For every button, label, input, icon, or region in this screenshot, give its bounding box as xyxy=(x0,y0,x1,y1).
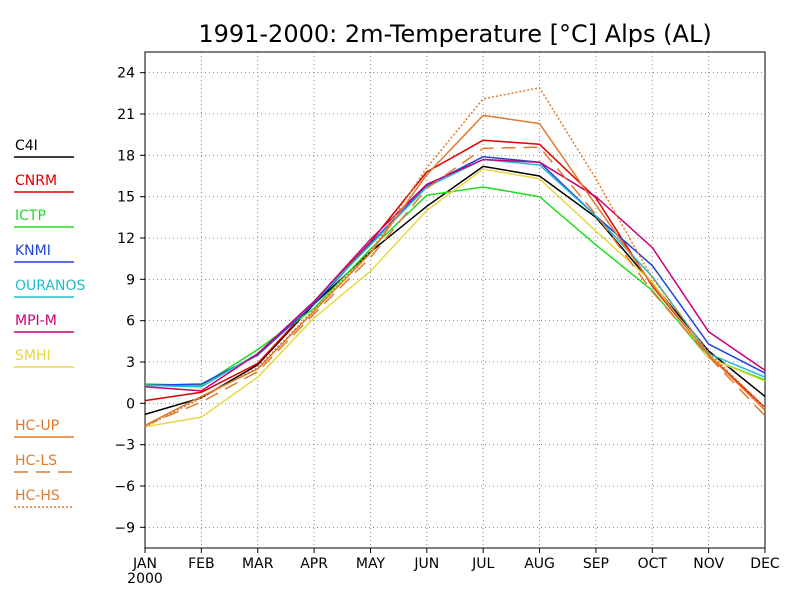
y-tick-label: 6 xyxy=(126,314,135,330)
x-tick-label: JUN xyxy=(413,556,439,572)
y-tick-label: 12 xyxy=(117,231,135,247)
y-tick-label: 18 xyxy=(117,148,135,164)
y-tick-label: −6 xyxy=(114,479,135,495)
legend: C4I CNRM ICTP KNMI OURANOS MPI-M SMHI HC-UP HC-L… xyxy=(14,138,85,508)
legend-label-cnrm: CNRM xyxy=(15,173,57,189)
x-tick-label: FEB xyxy=(188,556,215,572)
chart-title: 1991-2000: 2m-Temperature [°C] Alps (AL) xyxy=(198,20,711,48)
x-tick-label: JUL xyxy=(471,556,494,572)
y-tick-label: 9 xyxy=(126,272,135,288)
x-tick-label: APR xyxy=(300,556,328,572)
y-tick-label: 21 xyxy=(117,107,135,123)
x-tick-label: JAN xyxy=(132,556,157,572)
y-tick-label: 24 xyxy=(117,66,135,82)
y-axis: −9 −6 −3 0 3 6 9 12 15 18 21 24 xyxy=(114,66,145,536)
y-tick-label: 0 xyxy=(126,396,135,412)
legend-label-ouranos: OURANOS xyxy=(15,278,85,294)
legend-label-smhi: SMHI xyxy=(15,348,51,364)
y-tick-label: −3 xyxy=(114,438,135,454)
x-tick-label: AUG xyxy=(524,556,555,572)
x-year-label: 2000 xyxy=(127,571,163,587)
series-lines xyxy=(144,87,766,428)
series-line-ouranos xyxy=(144,158,766,388)
series-line-c4i xyxy=(144,165,766,416)
series-line-ictp xyxy=(144,186,766,387)
x-axis: JAN FEB MAR APR MAY JUN JUL AUG SEP OCT NOV DEC 2000 xyxy=(127,548,780,587)
series-line-mpi-m xyxy=(144,158,766,392)
x-tick-label: SEP xyxy=(583,556,609,572)
legend-label-hc-hs: HC-HS xyxy=(15,488,60,504)
y-tick-label: −9 xyxy=(114,520,135,536)
x-tick-label: MAR xyxy=(242,556,274,572)
legend-label-hc-up: HC-UP xyxy=(15,418,59,434)
grid-lines xyxy=(145,52,765,548)
series-line-hc-up xyxy=(144,114,766,427)
x-tick-label: DEC xyxy=(750,556,780,572)
plot-frame xyxy=(144,51,766,549)
x-tick-label: OCT xyxy=(638,556,668,572)
legend-label-mpi-m: MPI-M xyxy=(15,313,57,329)
y-tick-label: 3 xyxy=(126,355,135,371)
series-line-hc-hs xyxy=(144,87,766,428)
y-tick-label: 15 xyxy=(117,190,135,206)
x-tick-label: NOV xyxy=(693,556,724,572)
legend-label-c4i: C4I xyxy=(15,138,38,154)
x-tick-label: MAY xyxy=(356,556,386,572)
legend-label-hc-ls: HC-LS xyxy=(15,453,57,469)
legend-label-ictp: ICTP xyxy=(15,208,46,224)
series-line-hc-ls xyxy=(144,146,766,427)
series-line-smhi xyxy=(144,168,766,428)
legend-label-knmi: KNMI xyxy=(15,243,51,259)
